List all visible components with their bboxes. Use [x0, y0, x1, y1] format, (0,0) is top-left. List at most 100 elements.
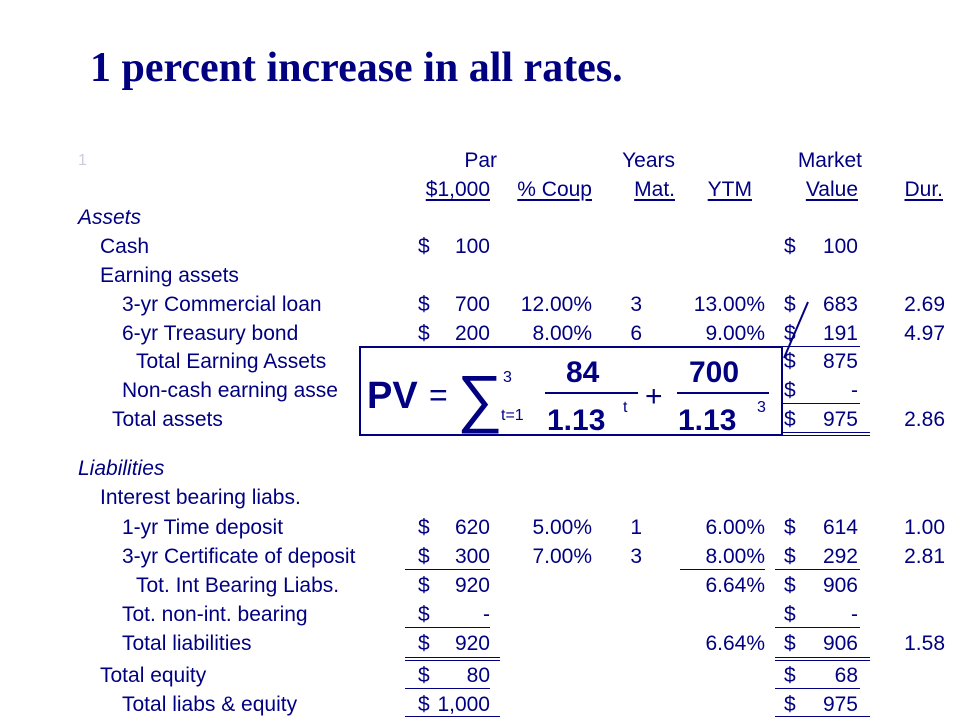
market-value: 875 — [822, 350, 858, 373]
ytm-value: 6.64% — [705, 574, 765, 597]
mv-sign: $ — [784, 408, 796, 431]
coupon-value: 8.00% — [532, 322, 592, 345]
header-market: Market — [797, 149, 862, 172]
mv-sign: $ — [784, 350, 796, 373]
maturity-value: 6 — [630, 322, 642, 345]
par-value: 700 — [454, 293, 490, 316]
rule-line — [680, 569, 765, 570]
par-value: 1,000 — [437, 693, 490, 716]
ytm-value: 13.00% — [693, 293, 765, 316]
rule-line — [775, 657, 870, 658]
mv-sign: $ — [784, 545, 796, 568]
par-value: 920 — [454, 574, 490, 597]
market-value: 906 — [822, 574, 858, 597]
maturity-value: 3 — [630, 545, 642, 568]
par-sign: $ — [418, 293, 430, 316]
ytm-value: 6.64% — [705, 632, 765, 655]
mv-sign: $ — [784, 516, 796, 539]
market-value: 191 — [822, 322, 858, 345]
row-label: Tot. Int Bearing Liabs. — [136, 574, 340, 597]
exponent-1: t — [623, 399, 628, 416]
market-value: 292 — [822, 545, 858, 568]
market-value: 614 — [822, 516, 858, 539]
duration-value: 2.81 — [904, 545, 945, 568]
row-label: 1-yr Time deposit — [122, 516, 284, 539]
mv-sign: $ — [784, 693, 796, 716]
par-value: 920 — [454, 632, 490, 655]
pv-symbol: PV — [367, 375, 418, 417]
rule-line — [405, 660, 500, 661]
par-sign: $ — [418, 603, 430, 626]
market-value: 975 — [822, 408, 858, 431]
ytm-value: 8.00% — [705, 545, 765, 568]
mv-sign: $ — [784, 379, 796, 402]
par-sign: $ — [418, 322, 430, 345]
duration-value: 1.58 — [904, 632, 945, 655]
plus-sign: + — [645, 380, 663, 413]
maturity-value: 1 — [630, 516, 642, 539]
rule-line — [405, 569, 490, 570]
par-value: 80 — [466, 664, 490, 687]
par-value: 300 — [454, 545, 490, 568]
par-sign: $ — [418, 545, 430, 568]
numerator-1: 84 — [566, 356, 600, 389]
duration-value: 2.69 — [904, 293, 945, 316]
row-label: 3-yr Certificate of deposit — [122, 545, 356, 568]
header-duration: Dur. — [904, 178, 943, 201]
ytm-value: 6.00% — [705, 516, 765, 539]
market-value: 683 — [822, 293, 858, 316]
par-value: 620 — [454, 516, 490, 539]
exponent-2: 3 — [757, 399, 766, 416]
equals-sign: = — [429, 377, 448, 413]
header-par: Par — [464, 149, 497, 172]
denominator-2: 1.13 — [678, 404, 736, 434]
par-value: 100 — [454, 235, 490, 258]
pv-formula-box: PV = ∑ 3 t=1 84 1.13 t + 700 1.13 3 — [359, 346, 783, 437]
duration-value: 4.97 — [904, 322, 945, 345]
ytm-value: 9.00% — [705, 322, 765, 345]
header-maturity: Mat. — [634, 178, 675, 201]
rule-line — [775, 435, 870, 436]
slide-title: 1 percent increase in all rates. — [90, 45, 623, 91]
row-label: Cash — [100, 235, 150, 258]
par-sign: $ — [418, 574, 430, 597]
par-sign: $ — [418, 516, 430, 539]
rule-line — [405, 627, 490, 628]
group-earning-assets: Earning assets — [100, 264, 239, 287]
row-label: 3-yr Commercial loan — [122, 293, 322, 316]
denominator-1: 1.13 — [547, 404, 605, 434]
coupon-value: 7.00% — [532, 545, 592, 568]
rule-line — [775, 346, 860, 347]
mv-sign: $ — [784, 293, 796, 316]
rule-line — [775, 569, 860, 570]
row-label: Total liabilities — [122, 632, 252, 655]
rule-line — [775, 716, 870, 717]
rule-line — [775, 627, 860, 628]
numerator-2: 700 — [689, 356, 739, 389]
header-market-value: Value — [805, 178, 858, 201]
rule-line — [775, 432, 870, 433]
row-label: Total equity — [100, 664, 207, 687]
market-value: 68 — [834, 664, 858, 687]
market-value: 975 — [822, 693, 858, 716]
rule-line — [775, 403, 860, 404]
par-value: - — [483, 603, 490, 626]
par-sign: $ — [418, 664, 430, 687]
header-years: Years — [622, 149, 675, 172]
row-label: Total liabs & equity — [122, 693, 298, 716]
market-value: 100 — [822, 235, 858, 258]
rule-line — [405, 716, 500, 717]
market-value: - — [851, 379, 858, 402]
market-value: 906 — [822, 632, 858, 655]
header-coupon: % Coup — [517, 178, 592, 201]
rule-line — [775, 688, 860, 689]
duration-value: 2.86 — [904, 408, 945, 431]
par-sign: $ — [418, 632, 430, 655]
mv-sign: $ — [784, 603, 796, 626]
sum-lower-limit: t=1 — [501, 407, 524, 424]
row-label: Tot. non-int. bearing — [122, 603, 308, 626]
pointer-line — [783, 301, 809, 359]
sum-upper-limit: 3 — [503, 369, 512, 386]
par-sign: $ — [418, 235, 430, 258]
mv-sign: $ — [784, 322, 796, 345]
